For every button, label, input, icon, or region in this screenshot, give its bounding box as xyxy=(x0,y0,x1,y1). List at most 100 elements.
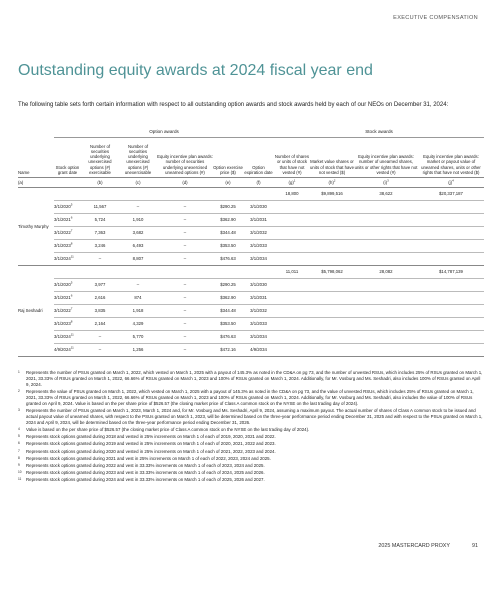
footnote-text: Value is based on the per share price of… xyxy=(26,427,310,433)
table-cell: 11,011 xyxy=(274,265,310,279)
table-cell: 2,616 xyxy=(81,291,119,305)
footnote-text: Represents the value of PSUs granted on … xyxy=(26,389,474,407)
footnote-ref: 4 xyxy=(452,178,454,183)
table-cell: 1,256 xyxy=(119,343,157,357)
table-cell: 38,622 xyxy=(354,187,418,201)
table-cell: 4,329 xyxy=(119,317,157,331)
table-cell: $476.63 xyxy=(213,330,243,344)
footnote-text: Represents stock options granted during … xyxy=(26,469,265,475)
table-cell: – xyxy=(157,200,213,214)
footnote-ref: 2 xyxy=(333,178,336,183)
incentive-options-column-header: Equity incentive plan awards: number of … xyxy=(157,137,213,178)
table-cell: – xyxy=(81,252,119,266)
footnote-text: Represents stock options granted during … xyxy=(26,434,276,440)
table-cell: $14,787,139 xyxy=(418,265,485,279)
footnote-text: Represents stock options granted during … xyxy=(26,455,271,461)
footnote-number: 5 xyxy=(18,434,20,439)
footnote-text: Represents stock options granted during … xyxy=(26,476,265,482)
table-cell: 3/1/2030 xyxy=(243,200,274,214)
table-cell: 3/1/2031 xyxy=(243,213,274,227)
page-number: 91 xyxy=(472,543,478,549)
table-row: 3/1/20238 2,164 4,329 – $353.50 3/1/2033 xyxy=(18,317,485,331)
column-label: (h)2 xyxy=(310,177,354,188)
footnote-ref: 1 xyxy=(293,178,296,183)
table-cell: – xyxy=(81,330,119,344)
footnote-ref: 5 xyxy=(70,280,73,285)
grant-date-cell: 3/1/20227 xyxy=(54,226,81,240)
table-cell: $362.90 xyxy=(213,213,243,227)
neo-name: Raj Seshadri xyxy=(18,265,54,357)
table-cell: $344.48 xyxy=(213,226,243,240)
footnote-number: 9 xyxy=(18,462,20,467)
table-cell: $362.90 xyxy=(213,291,243,305)
table-row: 3/1/20216 5,724 1,910 – $362.90 3/1/2031 xyxy=(18,213,485,227)
table-cell: 874 xyxy=(119,291,157,305)
grant-date-column-header: Stock option grant date xyxy=(54,137,81,178)
footnote: 7 Represents stock options granted during… xyxy=(18,449,484,455)
footnote: 8 Represents stock options granted during… xyxy=(18,456,484,462)
column-label: (e) xyxy=(213,177,243,188)
column-label: (f) xyxy=(243,177,274,188)
table-cell: – xyxy=(119,278,157,292)
table-cell: $5,798,062 xyxy=(310,265,354,279)
expiration-date-column-header: Option expiration date xyxy=(243,137,274,178)
neo-name: Timothy Murphy xyxy=(18,187,54,266)
footnote-number: 4 xyxy=(18,427,20,432)
grant-date-cell: 3/1/20216 xyxy=(54,291,81,305)
table-cell: 3/1/2033 xyxy=(243,239,274,253)
table-cell: 2,164 xyxy=(81,317,119,331)
table-cell: – xyxy=(157,304,213,318)
grant-date-cell: 4/9/202411 xyxy=(54,343,81,357)
grant-date-cell: 3/1/20205 xyxy=(54,200,81,214)
footnote-ref: 6 xyxy=(70,215,73,220)
page-footer: 2025 MASTERCARD PROXY 91 xyxy=(0,543,500,557)
table-cell: $353.50 xyxy=(213,239,243,253)
footnote-text: Represents the number of PSUs granted on… xyxy=(26,370,483,387)
footnote: 3 Represents the number of PSUs granted o… xyxy=(18,408,484,426)
footnote-text: Represents stock options granted during … xyxy=(26,441,276,447)
table-cell: – xyxy=(157,343,213,357)
column-group-row: Option awards Stock awards xyxy=(18,126,485,138)
footnote-ref: 8 xyxy=(70,319,73,324)
exercise-price-column-header: Option exercise price ($) xyxy=(213,137,243,178)
footnote: 11 Represents stock options granted durin… xyxy=(18,477,484,483)
option-awards-group-header: Option awards xyxy=(54,126,274,138)
table-cell: $353.50 xyxy=(213,317,243,331)
column-label-row: (a) (b) (c) (d) (e) (f) (g)1 (h)2 (i)3 (… xyxy=(18,177,485,188)
column-label: (b) xyxy=(81,177,119,188)
grant-date-cell: 3/1/20227 xyxy=(54,304,81,318)
table-cell: 3/1/2030 xyxy=(243,278,274,292)
page-title: Outstanding equity awards at 2024 fiscal… xyxy=(18,62,373,79)
table-cell: – xyxy=(81,343,119,357)
table-cell: 8,807 xyxy=(119,252,157,266)
grant-date-cell: 3/1/20205 xyxy=(54,278,81,292)
table-cell: 28,082 xyxy=(354,265,418,279)
stock-awards-row: Timothy Murphy 18,800 $9,899,516 38,622 … xyxy=(18,187,485,266)
table-cell: 1,910 xyxy=(119,213,157,227)
incentive-value-column-header: Equity incentive plan awards: market or … xyxy=(418,137,485,178)
footnote-number: 7 xyxy=(18,448,20,453)
table-cell: – xyxy=(157,213,213,227)
footnote-number: 6 xyxy=(18,441,20,446)
table-cell: 3/1/2033 xyxy=(243,317,274,331)
table-cell: 1,918 xyxy=(119,304,157,318)
column-label: (c) xyxy=(119,177,157,188)
table-cell: 5,724 xyxy=(81,213,119,227)
table-cell: 6,493 xyxy=(119,239,157,253)
footnote-ref: 7 xyxy=(70,306,73,311)
footnote-ref: 7 xyxy=(70,228,73,233)
unvested-shares-column-header: Number of shares or units of stock that … xyxy=(274,137,310,178)
footnote-number: 10 xyxy=(18,469,22,474)
footnote-number: 11 xyxy=(18,476,22,481)
footnotes: 1 Represents the number of PSUs granted o… xyxy=(18,370,484,484)
table-cell: – xyxy=(157,278,213,292)
table-cell: – xyxy=(157,291,213,305)
column-label: (j)4 xyxy=(418,177,485,188)
footnote-number: 3 xyxy=(18,408,20,413)
unvested-value-column-header: Market value shares or units of stock th… xyxy=(310,137,354,178)
table-cell: 11,567 xyxy=(81,200,119,214)
table-cell: 18,800 xyxy=(274,187,310,201)
footnote: 9 Represents stock options granted during… xyxy=(18,463,484,469)
table-cell: 3,682 xyxy=(119,226,157,240)
footnote: 5 Represents stock options granted during… xyxy=(18,434,484,440)
